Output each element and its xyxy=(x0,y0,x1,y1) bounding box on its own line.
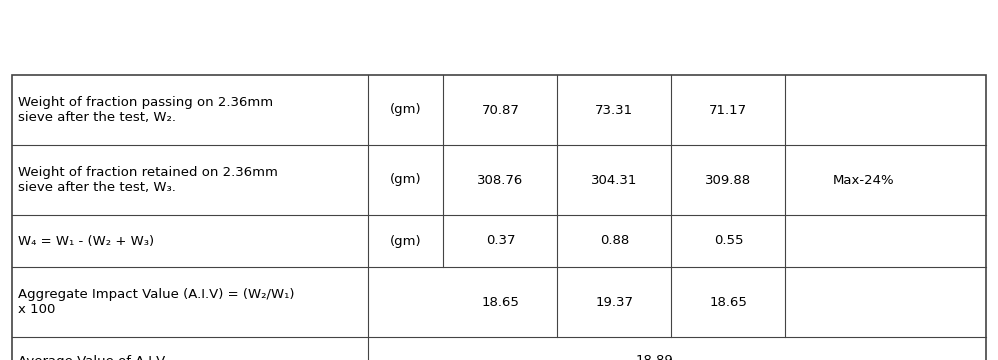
Text: 70.87: 70.87 xyxy=(481,104,519,117)
Text: W₄ = W₁ - (W₂ + W₃): W₄ = W₁ - (W₂ + W₃) xyxy=(18,234,154,248)
Text: 304.31: 304.31 xyxy=(591,174,638,186)
Text: (gm): (gm) xyxy=(389,104,421,117)
Text: Weight of fraction retained on 2.36mm
sieve after the test, W₃.: Weight of fraction retained on 2.36mm si… xyxy=(18,166,277,194)
Text: 0.37: 0.37 xyxy=(486,234,515,248)
Text: Aggregate Impact Value (A.I.V) = (W₂/W₁)
x 100: Aggregate Impact Value (A.I.V) = (W₂/W₁)… xyxy=(18,288,294,316)
Text: 18.65: 18.65 xyxy=(710,296,748,309)
Text: 0.88: 0.88 xyxy=(600,234,629,248)
Text: 73.31: 73.31 xyxy=(596,104,634,117)
Text: (gm): (gm) xyxy=(389,174,421,186)
Text: 308.76: 308.76 xyxy=(477,174,524,186)
Text: 18.65: 18.65 xyxy=(481,296,519,309)
Text: 71.17: 71.17 xyxy=(710,104,748,117)
Text: 0.55: 0.55 xyxy=(714,234,744,248)
Text: (gm): (gm) xyxy=(389,234,421,248)
Text: Weight of fraction passing on 2.36mm
sieve after the test, W₂.: Weight of fraction passing on 2.36mm sie… xyxy=(18,96,273,124)
Text: 309.88: 309.88 xyxy=(706,174,751,186)
Text: 19.37: 19.37 xyxy=(596,296,634,309)
Text: Average Value of A.I.V: Average Value of A.I.V xyxy=(18,355,166,360)
Text: 18.89: 18.89 xyxy=(636,355,674,360)
Text: Max-24%: Max-24% xyxy=(832,174,894,186)
